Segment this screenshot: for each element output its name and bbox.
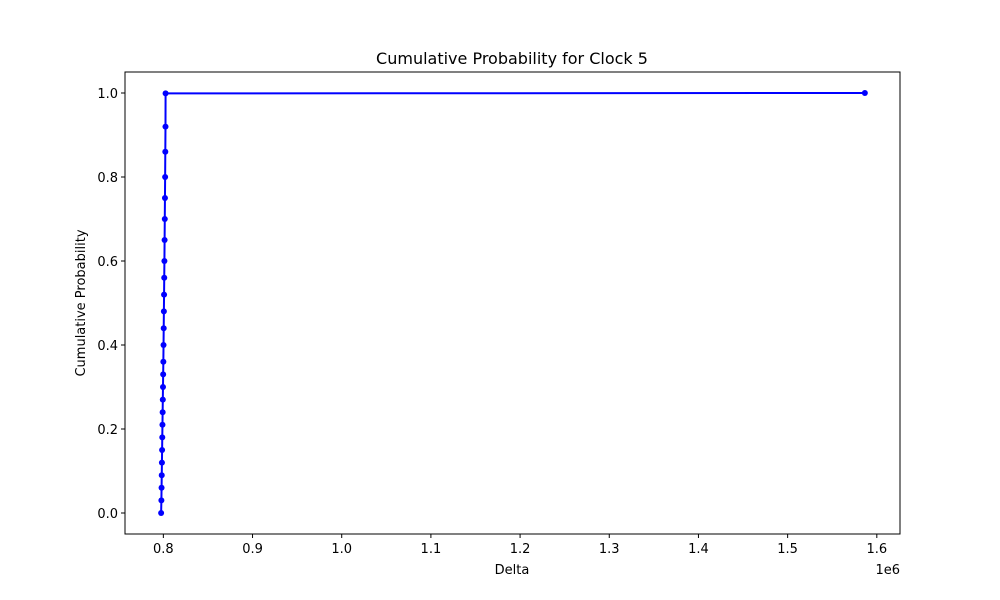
data-point	[161, 258, 168, 264]
y-tick-label: 0.8	[97, 171, 118, 186]
x-axis-offset-label: 1e6	[875, 563, 900, 578]
y-axis-ticks: 0.0 0.2 0.4 0.6 0.8 1.0	[97, 87, 125, 522]
data-point	[161, 274, 168, 281]
y-tick-label: 0.2	[97, 423, 118, 438]
data-point	[162, 174, 169, 180]
data-point	[158, 510, 165, 516]
data-point	[162, 123, 169, 130]
data-point	[160, 308, 167, 315]
x-tick-label: 1.3	[599, 542, 620, 557]
data-point	[160, 371, 167, 378]
chart-title: Cumulative Probability for Clock 5	[376, 49, 648, 68]
x-tick-label: 1.4	[688, 542, 709, 557]
y-tick-label: 0.4	[97, 339, 118, 354]
data-point	[861, 90, 868, 96]
data-point	[158, 497, 165, 504]
axes-frame	[124, 71, 901, 535]
data-point	[162, 90, 169, 97]
x-tick-label: 1.2	[510, 542, 531, 557]
x-tick-label: 1.1	[421, 542, 442, 557]
data-point	[161, 216, 168, 222]
data-point	[161, 291, 168, 298]
x-tick-label: 1.0	[331, 542, 352, 557]
data-point	[161, 237, 168, 243]
data-point	[159, 434, 166, 441]
data-point	[162, 148, 169, 155]
x-tick-label: 0.9	[242, 542, 263, 557]
data-point	[158, 484, 165, 491]
data-point	[158, 459, 165, 466]
data-point	[159, 421, 166, 428]
y-axis-label: Cumulative Probability	[74, 229, 89, 376]
data-point	[161, 195, 168, 201]
x-axis-ticks: 0.8 0.9 1.0 1.1 1.2 1.3 1.4 1.5 1.6	[153, 534, 887, 557]
x-tick-label: 0.8	[153, 542, 174, 557]
data-point	[158, 472, 165, 479]
data-point	[160, 325, 167, 332]
x-axis-label: Delta	[495, 563, 530, 578]
data-point	[160, 342, 167, 348]
y-tick-label: 0.6	[97, 255, 118, 270]
plot-area	[158, 90, 868, 516]
data-point	[159, 447, 166, 453]
x-tick-label: 1.6	[866, 542, 887, 557]
x-tick-label: 1.5	[777, 542, 798, 557]
data-point	[160, 358, 167, 365]
data-point	[159, 409, 166, 416]
data-point	[159, 384, 166, 390]
data-point	[159, 396, 166, 403]
y-tick-label: 1.0	[97, 87, 118, 102]
y-tick-label: 0.0	[97, 507, 118, 522]
